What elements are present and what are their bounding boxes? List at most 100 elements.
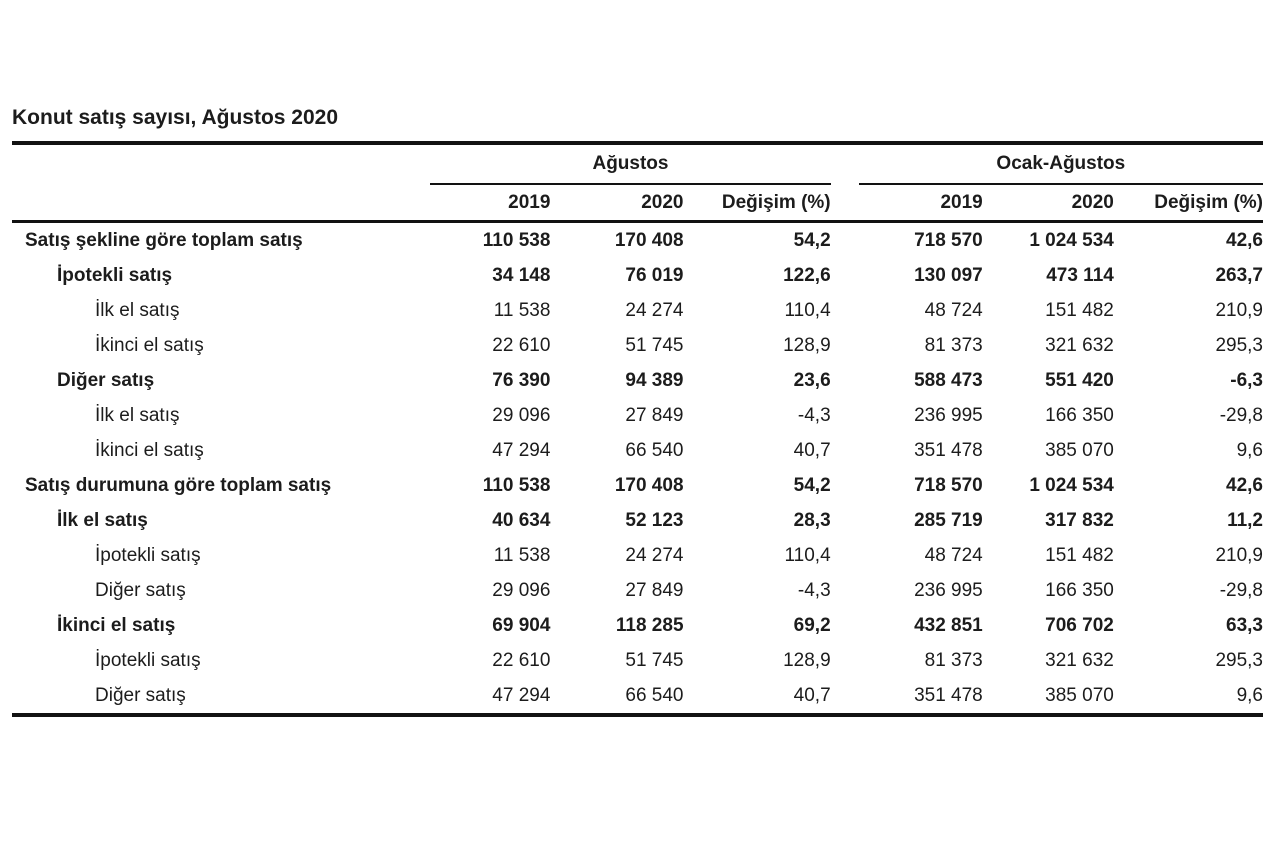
label-column-header [12, 184, 431, 223]
cell-value: 118 285 [615, 614, 684, 636]
cell-value: 29 096 [492, 579, 551, 601]
cell-value: 81 373 [924, 334, 983, 356]
row-label: İkinci el satış [57, 614, 176, 636]
row-label: İpotekli satış [57, 264, 173, 286]
cell-value: 385 070 [1045, 684, 1114, 706]
cell-value: 66 540 [625, 439, 684, 461]
cell-value: 706 702 [1045, 614, 1114, 636]
cell-value: 210,9 [1215, 544, 1263, 566]
cell-value: 130 097 [914, 264, 983, 286]
column-gap [831, 293, 859, 328]
col-header-ocak-agustos-degisim: Değişim (%) [1113, 184, 1263, 223]
col-header-agustos-2020: 2020 [550, 184, 684, 223]
cell-value: 27 849 [625, 579, 684, 601]
cell-value: 42,6 [1226, 229, 1263, 251]
cell-value: 52 123 [625, 509, 684, 531]
column-gap [831, 328, 859, 363]
table-row: İlk el satış 29 096 27 849 -4,3 236 995 … [12, 398, 1263, 433]
table-row: Satış şekline göre toplam satış 110 538 … [12, 222, 1263, 259]
column-gap [831, 433, 859, 468]
cell-value: 263,7 [1215, 264, 1263, 286]
cell-value: 54,2 [793, 474, 831, 496]
column-gap [831, 538, 859, 573]
cell-value: 40,7 [793, 439, 831, 461]
cell-value: -29,8 [1219, 404, 1263, 426]
cell-value: 432 851 [914, 614, 983, 636]
column-group-ocak-agustos: Ocak-Ağustos [858, 143, 1263, 185]
cell-value: 48 724 [924, 544, 983, 566]
cell-value: 76 390 [492, 369, 551, 391]
table-row: İpotekli satış 34 148 76 019 122,6 130 0… [12, 258, 1263, 293]
cell-value: 40,7 [793, 684, 831, 706]
column-gap [831, 258, 859, 293]
column-group-agustos: Ağustos [430, 143, 831, 185]
column-gap [831, 222, 859, 259]
col-header-ocak-agustos-2020: 2020 [982, 184, 1114, 223]
cell-value: 47 294 [492, 684, 551, 706]
col-header-agustos-degisim: Değişim (%) [683, 184, 831, 223]
row-label: Diğer satış [95, 684, 186, 706]
column-gap [831, 363, 859, 398]
cell-value: 718 570 [914, 474, 983, 496]
table-row: İkinci el satış 69 904 118 285 69,2 432 … [12, 608, 1263, 643]
housing-sales-table: Ağustos Ocak-Ağustos 2019 2020 Değişim (… [12, 141, 1263, 717]
column-gap [831, 608, 859, 643]
cell-value: 76 019 [625, 264, 684, 286]
cell-value: 110 538 [482, 229, 551, 251]
cell-value: 718 570 [914, 229, 983, 251]
cell-value: 236 995 [914, 404, 983, 426]
cell-value: 166 350 [1045, 579, 1114, 601]
cell-value: 128,9 [783, 334, 831, 356]
cell-value: 151 482 [1045, 544, 1114, 566]
cell-value: 321 632 [1045, 334, 1114, 356]
table-row: Diğer satış 29 096 27 849 -4,3 236 995 1… [12, 573, 1263, 608]
column-gap [831, 468, 859, 503]
page-title: Konut satış sayısı, Ağustos 2020 [12, 106, 339, 129]
table-row: İpotekli satış 22 610 51 745 128,9 81 37… [12, 643, 1263, 678]
table-row: İkinci el satış 47 294 66 540 40,7 351 4… [12, 433, 1263, 468]
row-label: İkinci el satış [95, 334, 204, 356]
cell-value: 473 114 [1046, 264, 1114, 286]
cell-value: 551 420 [1045, 369, 1114, 391]
row-label: İkinci el satış [95, 439, 204, 461]
cell-value: -29,8 [1219, 579, 1263, 601]
cell-value: 11,2 [1227, 509, 1263, 531]
column-gap [831, 143, 859, 184]
column-gap [831, 573, 859, 608]
row-label: İlk el satış [57, 509, 148, 531]
cell-value: 170 408 [614, 474, 684, 496]
cell-value: 295,3 [1215, 649, 1263, 671]
table-row: İlk el satış 40 634 52 123 28,3 285 719 … [12, 503, 1263, 538]
row-label: Satış durumuna göre toplam satış [25, 474, 332, 496]
col-header-ocak-agustos-2019: 2019 [858, 184, 983, 223]
table-row: İlk el satış 11 538 24 274 110,4 48 724 … [12, 293, 1263, 328]
column-header-row: 2019 2020 Değişim (%) 2019 2020 Değişim … [12, 184, 1263, 223]
cell-value: 166 350 [1045, 404, 1114, 426]
row-label: Satış şekline göre toplam satış [25, 229, 303, 251]
cell-value: 151 482 [1045, 299, 1114, 321]
cell-value: 110,4 [784, 544, 831, 566]
cell-value: 210,9 [1215, 299, 1263, 321]
cell-value: -4,3 [797, 404, 831, 426]
cell-value: 28,3 [793, 509, 831, 531]
cell-value: 1 024 534 [1029, 229, 1114, 251]
cell-value: 11 538 [493, 544, 551, 566]
cell-value: 29 096 [492, 404, 551, 426]
cell-value: 81 373 [924, 649, 983, 671]
row-label: Diğer satış [95, 579, 186, 601]
table-row: Satış durumuna göre toplam satış 110 538… [12, 468, 1263, 503]
cell-value: 170 408 [614, 229, 684, 251]
cell-value: 69,2 [793, 614, 831, 636]
cell-value: 11 538 [493, 299, 551, 321]
cell-value: 295,3 [1215, 334, 1263, 356]
cell-value: 110 538 [482, 474, 551, 496]
cell-value: 22 610 [492, 649, 551, 671]
cell-value: -6,3 [1230, 369, 1263, 391]
table-row: Diğer satış 47 294 66 540 40,7 351 478 3… [12, 678, 1263, 715]
column-gap [830, 184, 859, 223]
cell-value: 128,9 [783, 649, 831, 671]
row-label: İpotekli satış [95, 544, 201, 566]
cell-value: 285 719 [914, 509, 983, 531]
cell-value: 94 389 [625, 369, 684, 391]
table-row: İpotekli satış 11 538 24 274 110,4 48 72… [12, 538, 1263, 573]
